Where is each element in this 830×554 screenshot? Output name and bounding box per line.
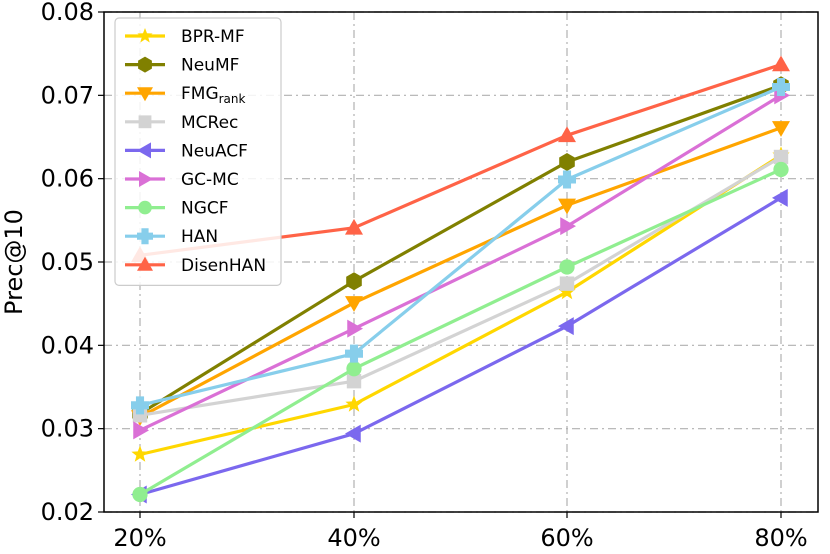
hexagon-marker [138, 56, 152, 73]
hexagon-marker [346, 272, 362, 291]
triangle-down-marker [137, 87, 153, 102]
star-marker [558, 283, 576, 300]
plus-marker [131, 396, 149, 415]
triangle-left-marker [345, 424, 361, 443]
triangle-up-marker [772, 55, 790, 72]
series-layer [131, 55, 790, 504]
x-tick-label: 80% [754, 524, 807, 552]
triangle-right-marker [139, 171, 153, 187]
star-marker [345, 395, 363, 412]
y-tick-label: 0.04 [41, 331, 94, 359]
y-axis-label: Prec@10 [0, 209, 28, 315]
series-line [139, 155, 782, 417]
square-marker [138, 115, 152, 129]
legend-item: NGCF [125, 199, 229, 219]
legend-label: GC-MC [181, 170, 239, 190]
legend-box [114, 17, 282, 286]
y-ticks: 0.02 0.03 0.04 0.05 0.06 0.07 0.08 [41, 0, 104, 526]
legend-label: NGCF [181, 199, 229, 219]
star-marker [137, 28, 153, 43]
x-tick-label: 40% [327, 524, 380, 552]
y-tick-label: 0.06 [41, 165, 94, 193]
legend-label: MCRec [181, 113, 238, 133]
y-tick-label: 0.02 [41, 498, 94, 526]
triangle-up-marker [137, 256, 153, 271]
legend-label: NeuACF [181, 141, 248, 161]
plus-marker [137, 228, 153, 245]
x-tick-label: 20% [113, 524, 166, 552]
legend-label: HAN [181, 227, 218, 247]
square-marker [559, 276, 575, 291]
circle-marker [773, 161, 789, 178]
legend-item: HAN [125, 227, 218, 247]
plus-marker [772, 78, 790, 96]
triangle-right-marker [347, 319, 363, 338]
series-line [139, 153, 782, 457]
circle-marker [138, 200, 152, 215]
x-ticks: 20% 40% 60% 80% [113, 512, 808, 552]
triangle-left-marker [558, 317, 574, 336]
triangle-right-marker [133, 421, 149, 440]
series-line [139, 85, 782, 407]
triangle-down-marker [558, 198, 576, 215]
legend-item: GC-MC [125, 170, 239, 190]
y-tick-label: 0.08 [41, 0, 94, 26]
triangle-down-marker [772, 121, 790, 137]
hexagon-marker [559, 153, 575, 171]
triangle-up-marker [345, 218, 363, 235]
legend-item: NeuACF [125, 141, 248, 161]
legend-item: NeuMF [125, 56, 239, 76]
square-marker [773, 149, 789, 165]
legend-label: NeuMF [181, 56, 239, 76]
circle-marker [559, 259, 575, 275]
square-marker [346, 373, 362, 389]
series-line [139, 126, 782, 419]
y-tick-label: 0.07 [41, 81, 94, 109]
x-tick-label: 60% [540, 524, 593, 552]
series-han [131, 78, 790, 415]
star-marker [131, 445, 149, 462]
plus-marker [345, 344, 364, 363]
legend-item: MCRec [125, 113, 238, 133]
series-line [139, 168, 782, 496]
legend: BPR-MFNeuMFFMGrankMCRecNeuACFGC-MCNGCFHA… [114, 17, 282, 286]
triangle-down-marker [345, 296, 363, 312]
legend-label: DisenHAN [181, 256, 266, 276]
legend-item: DisenHAN [125, 256, 266, 276]
triangle-left-marker [137, 142, 151, 159]
circle-marker [346, 361, 362, 377]
y-tick-label: 0.05 [41, 248, 94, 276]
triangle-right-marker [560, 217, 576, 236]
series-line [139, 83, 782, 416]
triangle-left-marker [772, 188, 788, 207]
legend-item: BPR-MF [125, 27, 245, 47]
y-tick-label: 0.03 [41, 415, 94, 443]
plus-marker [558, 170, 576, 189]
circle-marker [132, 486, 148, 503]
series-line [139, 196, 782, 497]
legend-label: BPR-MF [181, 27, 245, 47]
series-ngcf [132, 161, 789, 503]
triangle-up-marker [558, 126, 576, 143]
legend-label-subscript: rank [219, 92, 246, 106]
